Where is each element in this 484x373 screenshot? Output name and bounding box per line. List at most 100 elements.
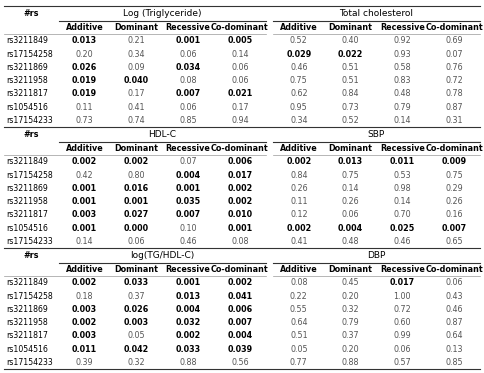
Text: Co-dominant: Co-dominant xyxy=(425,23,483,32)
Text: 0.73: 0.73 xyxy=(342,103,360,112)
Text: 0.001: 0.001 xyxy=(227,224,253,233)
Text: 0.64: 0.64 xyxy=(290,318,307,327)
Text: 0.026: 0.026 xyxy=(124,305,149,314)
Text: 0.007: 0.007 xyxy=(441,224,467,233)
Text: Co-dominant: Co-dominant xyxy=(425,144,483,153)
Text: 0.026: 0.026 xyxy=(72,63,97,72)
Text: 0.002: 0.002 xyxy=(227,197,253,206)
Text: 0.62: 0.62 xyxy=(290,90,308,98)
Text: 0.99: 0.99 xyxy=(393,331,411,341)
Text: Additive: Additive xyxy=(280,23,318,32)
Text: rs3211817: rs3211817 xyxy=(6,90,48,98)
Text: 0.003: 0.003 xyxy=(72,305,97,314)
Text: 0.001: 0.001 xyxy=(72,184,97,193)
Text: 0.001: 0.001 xyxy=(124,197,149,206)
Text: 0.003: 0.003 xyxy=(124,318,149,327)
Text: 0.034: 0.034 xyxy=(176,63,201,72)
Text: 0.20: 0.20 xyxy=(342,345,360,354)
Text: 0.26: 0.26 xyxy=(445,197,463,206)
Text: 0.74: 0.74 xyxy=(128,116,145,125)
Text: 0.14: 0.14 xyxy=(231,50,249,59)
Text: 0.002: 0.002 xyxy=(176,331,201,341)
Text: 0.033: 0.033 xyxy=(176,345,201,354)
Text: 0.34: 0.34 xyxy=(128,50,145,59)
Text: 0.08: 0.08 xyxy=(180,76,197,85)
Text: Recessive: Recessive xyxy=(166,144,211,153)
Text: 0.64: 0.64 xyxy=(445,331,463,341)
Text: 0.019: 0.019 xyxy=(72,76,97,85)
Text: 0.022: 0.022 xyxy=(338,50,363,59)
Text: 0.021: 0.021 xyxy=(227,90,253,98)
Text: 0.006: 0.006 xyxy=(227,157,253,166)
Text: rs3211849: rs3211849 xyxy=(6,157,48,166)
Text: 0.002: 0.002 xyxy=(227,184,253,193)
Text: 0.041: 0.041 xyxy=(227,292,253,301)
Text: 0.14: 0.14 xyxy=(393,197,411,206)
Text: 0.46: 0.46 xyxy=(180,237,197,246)
Text: Dominant: Dominant xyxy=(329,144,373,153)
Text: 0.011: 0.011 xyxy=(390,157,415,166)
Text: #rs: #rs xyxy=(24,9,39,18)
Text: Co-dominant: Co-dominant xyxy=(425,265,483,274)
Text: 0.78: 0.78 xyxy=(445,90,463,98)
Text: 0.58: 0.58 xyxy=(393,63,411,72)
Text: 0.40: 0.40 xyxy=(342,36,359,46)
Text: 0.007: 0.007 xyxy=(176,210,201,219)
Text: 0.52: 0.52 xyxy=(342,116,360,125)
Text: 0.20: 0.20 xyxy=(76,50,93,59)
Text: 0.57: 0.57 xyxy=(393,358,411,367)
Text: 0.22: 0.22 xyxy=(290,292,308,301)
Text: 1.00: 1.00 xyxy=(393,292,411,301)
Text: Additive: Additive xyxy=(66,23,104,32)
Text: rs3211817: rs3211817 xyxy=(6,331,48,341)
Text: 0.035: 0.035 xyxy=(176,197,201,206)
Text: 0.48: 0.48 xyxy=(342,237,359,246)
Text: 0.17: 0.17 xyxy=(128,90,145,98)
Text: 0.79: 0.79 xyxy=(393,103,411,112)
Text: 0.75: 0.75 xyxy=(445,170,463,180)
Text: 0.52: 0.52 xyxy=(290,36,308,46)
Text: 0.002: 0.002 xyxy=(286,224,311,233)
Text: 0.08: 0.08 xyxy=(231,237,249,246)
Text: rs3211849: rs3211849 xyxy=(6,36,48,46)
Text: 0.20: 0.20 xyxy=(342,292,360,301)
Text: rs3211958: rs3211958 xyxy=(6,76,48,85)
Text: 0.013: 0.013 xyxy=(176,292,201,301)
Text: rs3211958: rs3211958 xyxy=(6,318,48,327)
Text: rs1054516: rs1054516 xyxy=(6,103,48,112)
Text: Additive: Additive xyxy=(66,144,104,153)
Text: 0.72: 0.72 xyxy=(393,305,411,314)
Text: 0.60: 0.60 xyxy=(393,318,411,327)
Text: 0.75: 0.75 xyxy=(342,170,360,180)
Text: 0.32: 0.32 xyxy=(342,305,360,314)
Text: 0.48: 0.48 xyxy=(393,90,411,98)
Text: 0.14: 0.14 xyxy=(342,184,359,193)
Text: 0.06: 0.06 xyxy=(393,345,411,354)
Text: 0.21: 0.21 xyxy=(128,36,145,46)
Text: 0.87: 0.87 xyxy=(445,318,463,327)
Text: 0.040: 0.040 xyxy=(124,76,149,85)
Text: 0.12: 0.12 xyxy=(290,210,308,219)
Text: 0.18: 0.18 xyxy=(76,292,93,301)
Text: Recessive: Recessive xyxy=(166,23,211,32)
Text: rs3211869: rs3211869 xyxy=(6,184,48,193)
Text: 0.75: 0.75 xyxy=(290,76,308,85)
Text: 0.003: 0.003 xyxy=(72,331,97,341)
Text: 0.010: 0.010 xyxy=(227,210,253,219)
Text: rs17154233: rs17154233 xyxy=(6,237,53,246)
Text: 0.41: 0.41 xyxy=(128,103,145,112)
Text: rs3211958: rs3211958 xyxy=(6,197,48,206)
Text: 0.06: 0.06 xyxy=(231,76,249,85)
Text: 0.016: 0.016 xyxy=(124,184,149,193)
Text: DBP: DBP xyxy=(367,251,386,260)
Text: 0.46: 0.46 xyxy=(393,237,411,246)
Text: rs3211869: rs3211869 xyxy=(6,63,48,72)
Text: 0.46: 0.46 xyxy=(290,63,307,72)
Text: 0.05: 0.05 xyxy=(128,331,145,341)
Text: 0.11: 0.11 xyxy=(76,103,93,112)
Text: rs1054516: rs1054516 xyxy=(6,345,48,354)
Text: 0.013: 0.013 xyxy=(338,157,363,166)
Text: rs17154233: rs17154233 xyxy=(6,358,53,367)
Text: 0.06: 0.06 xyxy=(180,103,197,112)
Text: Co-dominant: Co-dominant xyxy=(211,265,269,274)
